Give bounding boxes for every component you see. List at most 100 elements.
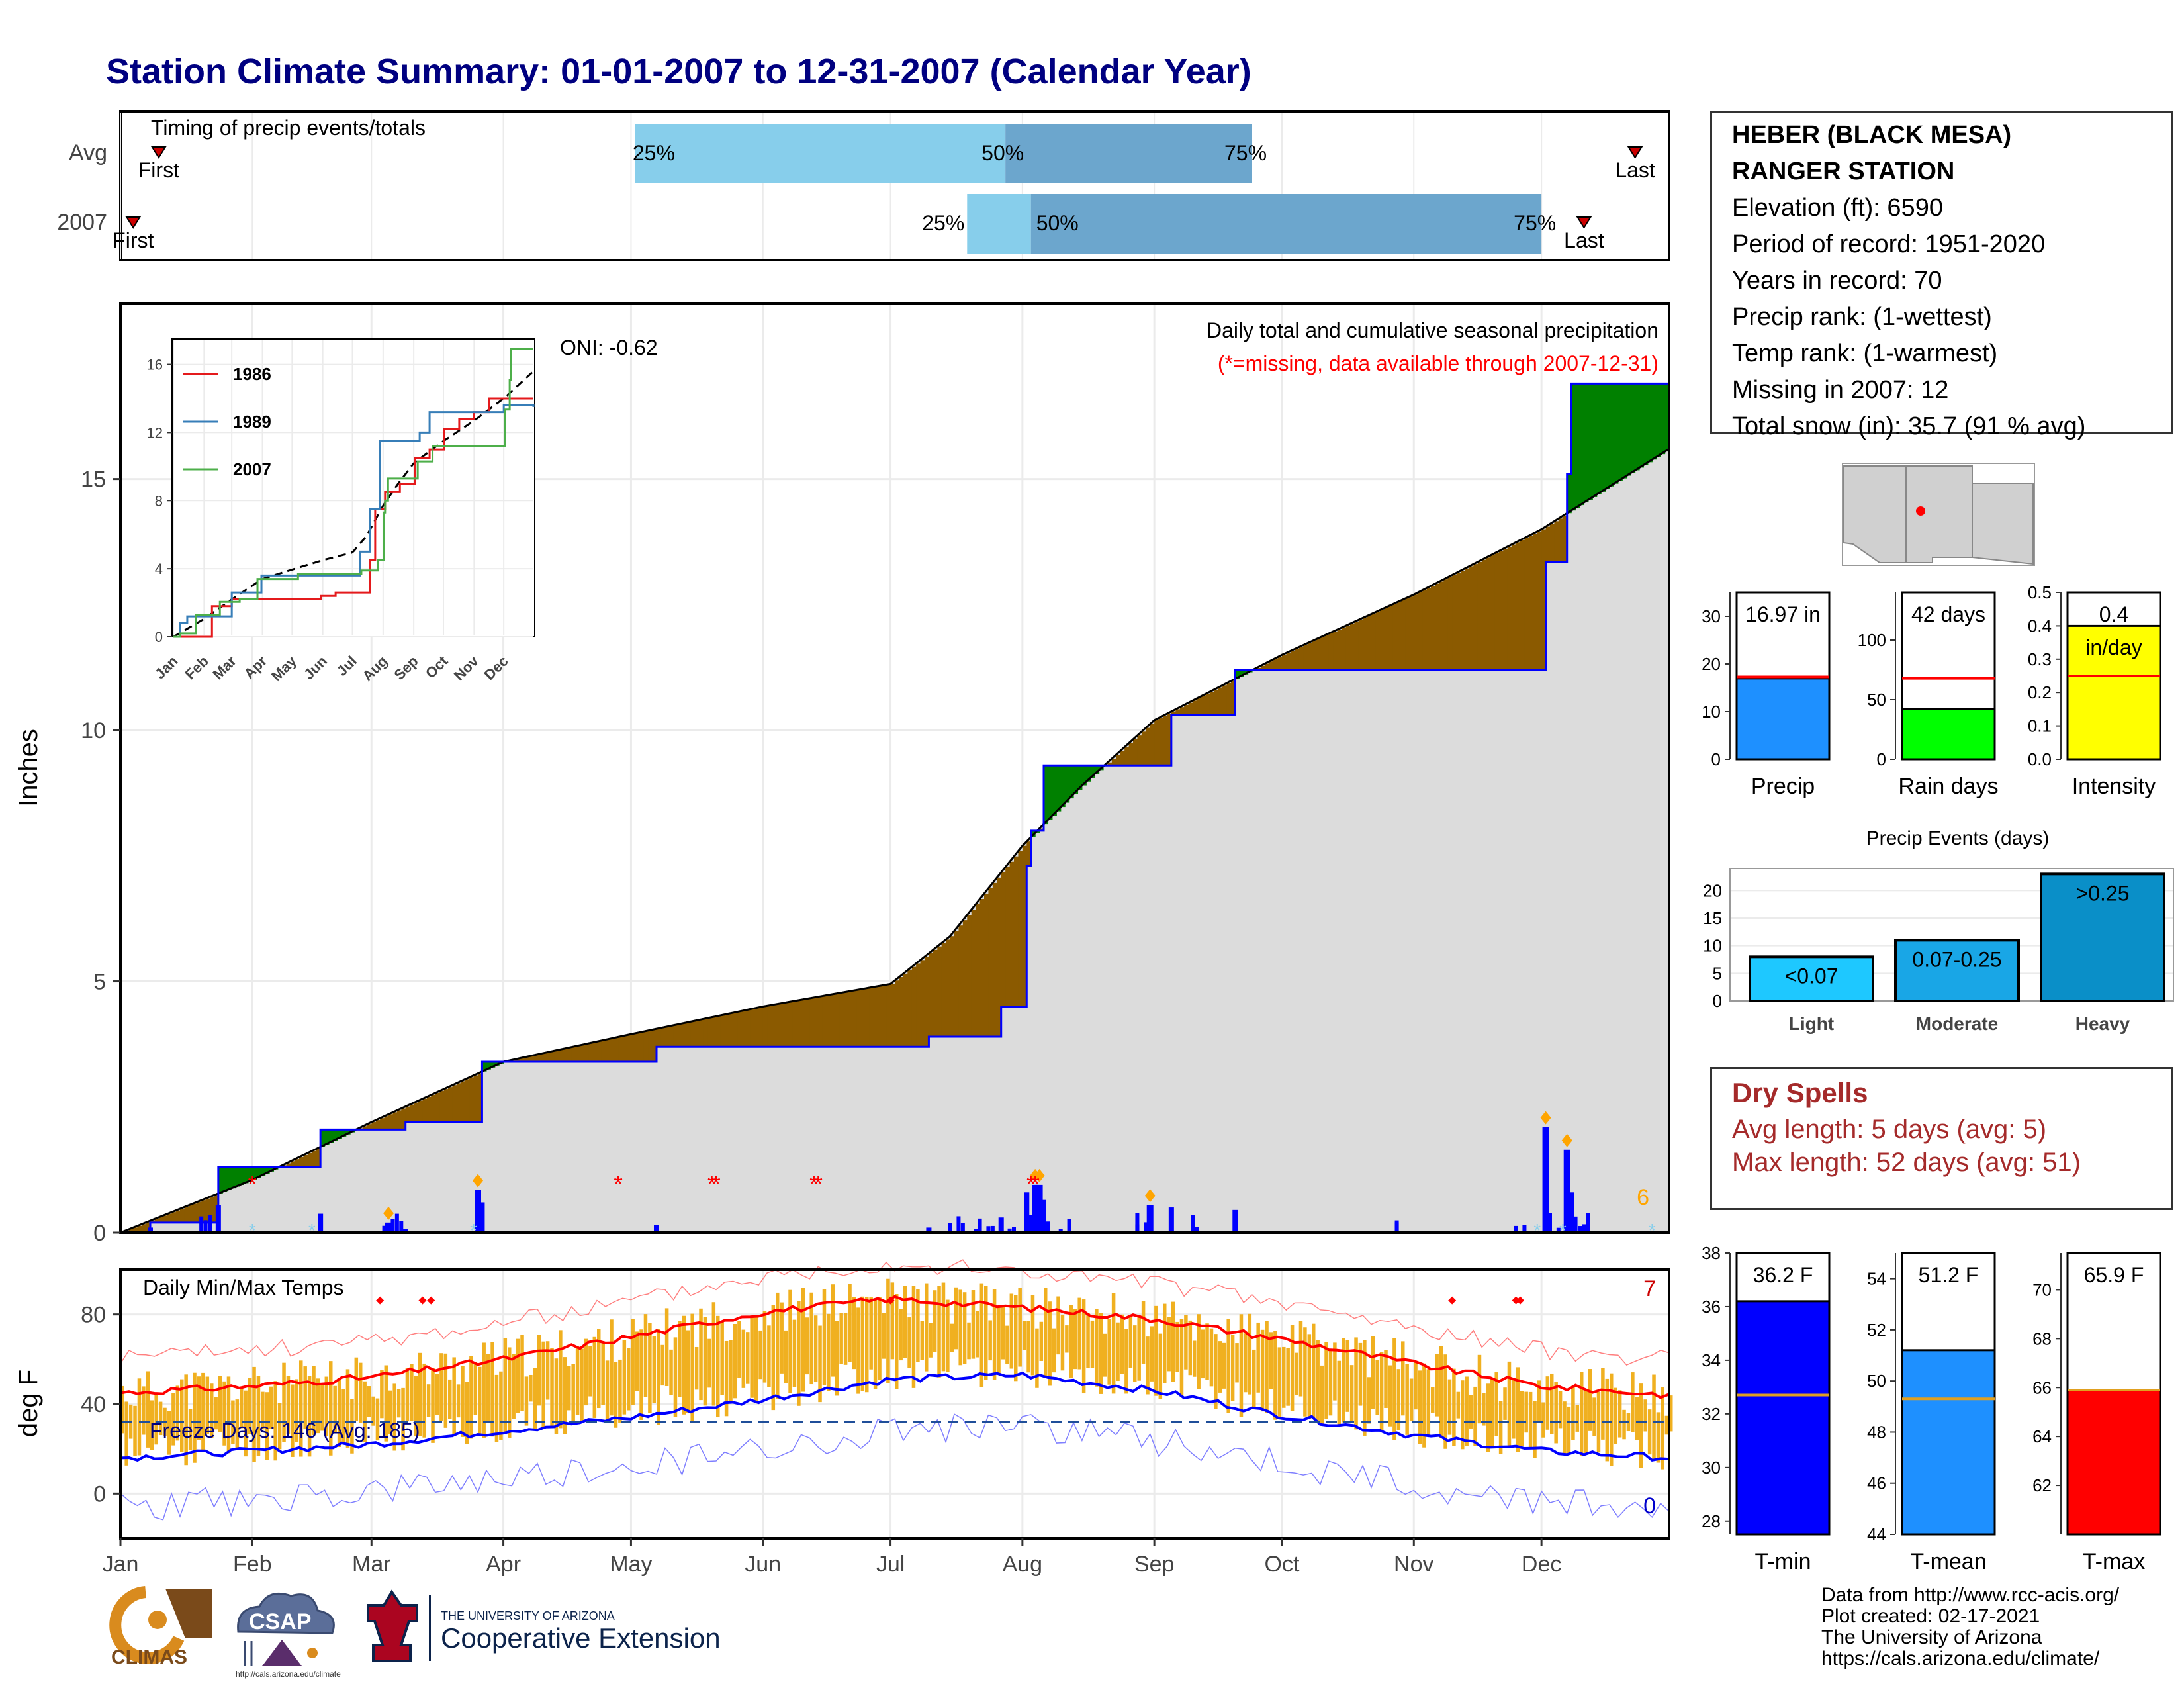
temp-ytick-label: 40 <box>81 1392 106 1417</box>
daily-temp-bar <box>1282 1346 1286 1408</box>
missing-day-marker: * <box>707 1172 716 1197</box>
precip-anomaly-fill <box>822 996 827 1047</box>
precip-anomaly-fill <box>1367 616 1372 671</box>
precip-anomaly-fill <box>1107 762 1113 766</box>
daily-temp-bar <box>448 1379 452 1419</box>
map-region-nm <box>1905 465 1973 563</box>
precip-anomaly-fill <box>1239 670 1244 677</box>
daily-temp-bar <box>597 1329 601 1409</box>
precip-total-ytick-label: 30 <box>1702 606 1721 626</box>
daily-temp-bar <box>291 1384 295 1457</box>
events-bar-moderate <box>1894 939 2020 1003</box>
daily-temp-bar <box>508 1347 512 1438</box>
daily-temp-bar <box>1014 1295 1018 1382</box>
daily-temp-bar <box>1354 1337 1358 1430</box>
daily-temp-bar <box>154 1393 158 1445</box>
daily-temp-bar <box>244 1390 248 1457</box>
precip-anomaly-fill <box>946 939 951 1037</box>
intensity-ytick-label: 0.4 <box>2028 616 2052 635</box>
daily-temp-bar <box>465 1382 469 1444</box>
precip-anomaly-fill <box>345 1129 351 1135</box>
precip-anomaly-fill <box>784 1002 789 1047</box>
daily-temp-bar <box>439 1353 443 1421</box>
daily-temp-bar <box>197 1376 201 1440</box>
daily-temp-bar <box>1286 1348 1290 1406</box>
precip-anomaly-fill <box>869 988 874 1047</box>
precip-anomaly-fill <box>631 1034 636 1062</box>
inset-ytick-label: 12 <box>147 424 163 441</box>
daily-temp-bar <box>1516 1367 1520 1452</box>
inset-legend-label: 2007 <box>233 459 271 479</box>
tmin-ytick-label: 28 <box>1702 1511 1721 1531</box>
daily-temp-bar <box>478 1366 482 1436</box>
daily-temp-bar <box>1384 1350 1388 1408</box>
daily-temp-bar <box>1188 1320 1193 1376</box>
daily-temp-bar <box>809 1292 813 1385</box>
daily-temp-bar <box>299 1360 303 1457</box>
precip-anomaly-fill <box>610 1039 615 1062</box>
precip-anomaly-fill <box>1617 383 1623 481</box>
precip-anomaly-fill <box>831 994 836 1047</box>
precip-anomaly-fill <box>443 1089 449 1123</box>
precip-anomaly-fill <box>248 1167 253 1182</box>
events-title: Precip Events (days) <box>1866 827 2050 849</box>
daily-temp-bar <box>575 1346 580 1415</box>
daily-temp-bar <box>962 1292 967 1364</box>
location-map <box>1842 463 2035 566</box>
daily-temp-bar <box>801 1288 805 1392</box>
daily-temp-bar <box>133 1405 137 1456</box>
daily-precip-bar <box>960 1223 965 1233</box>
precip-anomaly-fill <box>1392 604 1398 671</box>
precip-anomaly-fill <box>1146 727 1151 766</box>
precip-anomaly-fill <box>1349 624 1355 671</box>
station-name-line2: RANGER STATION <box>1732 158 1955 185</box>
month-tick-label: Nov <box>1394 1552 1433 1577</box>
daily-temp-bar <box>950 1323 954 1353</box>
daily-temp-bar <box>567 1366 571 1411</box>
daily-temp-bar <box>1401 1341 1405 1416</box>
precip-anomaly-fill <box>1563 516 1568 562</box>
daily-temp-bar <box>776 1292 780 1399</box>
daily-temp-bar <box>363 1381 367 1443</box>
precip-anomaly-fill <box>767 1006 772 1047</box>
precip-anomaly-fill <box>899 977 904 1047</box>
daily-temp-bar <box>1065 1325 1069 1353</box>
daily-temp-bar <box>1345 1340 1349 1412</box>
daily-temp-bar <box>1575 1405 1580 1432</box>
precip-anomaly-fill <box>1580 383 1585 506</box>
daily-temp-bar <box>1150 1326 1154 1382</box>
inset-legend-label: 1986 <box>233 364 271 384</box>
daily-temp-bar <box>716 1315 720 1418</box>
precip-anomaly-fill <box>1056 765 1062 812</box>
precip-anomaly-fill <box>252 1167 257 1180</box>
daily-temp-bar <box>222 1381 226 1446</box>
daily-temp-bar <box>269 1386 273 1429</box>
daily-temp-bar <box>1239 1314 1244 1417</box>
daily-temp-bar <box>805 1317 809 1375</box>
precip-anomaly-fill <box>1184 704 1189 716</box>
daily-temp-bar <box>873 1299 878 1389</box>
precip-anomaly-fill <box>1282 655 1287 671</box>
daily-temp-bar <box>550 1348 554 1427</box>
precip-anomaly-fill <box>788 1002 794 1047</box>
precip-anomaly-fill <box>711 1017 717 1047</box>
month-tick-label: Dec <box>1522 1552 1561 1577</box>
precip-anomaly-fill <box>1439 581 1444 671</box>
precip-anomaly-fill <box>1435 583 1440 671</box>
precip-anomaly-fill <box>1614 383 1619 484</box>
daily-temp-bar <box>1622 1409 1626 1440</box>
snow-day-marker: * <box>470 1220 477 1241</box>
precip-anomaly-fill <box>1541 529 1547 671</box>
daily-temp-bar <box>1111 1293 1116 1394</box>
daily-temp-bar <box>286 1375 291 1434</box>
precip-anomaly-fill <box>256 1167 261 1178</box>
daily-temp-bar <box>1392 1338 1396 1440</box>
temp-lines <box>120 1259 1670 1521</box>
daily-temp-bar <box>461 1366 465 1437</box>
daily-temp-bar <box>282 1362 286 1442</box>
daily-temp-bar <box>452 1357 456 1435</box>
temp-min-count: 0 <box>1643 1493 1656 1519</box>
daily-temp-bar <box>660 1344 664 1386</box>
daily-temp-bar <box>1116 1322 1120 1382</box>
